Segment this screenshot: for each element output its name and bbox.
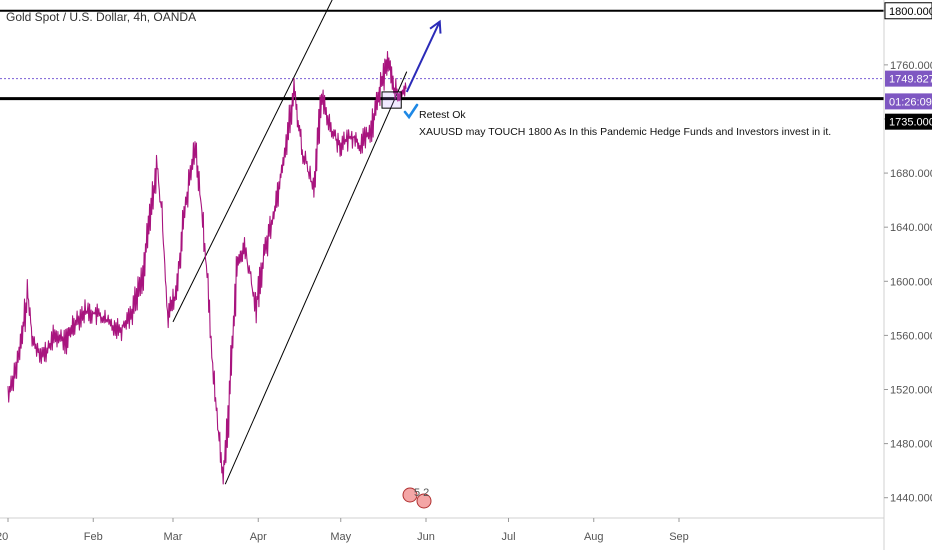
x-tick-label: Jul: [501, 531, 515, 543]
flag-event-icon: [402, 487, 418, 503]
target-arrow-head: [429, 19, 442, 34]
x-tick-label: Apr: [250, 531, 267, 543]
x-tick-label: May: [330, 531, 351, 543]
y-tick-label: 1760.000: [890, 60, 932, 72]
y-tick-label: 1560.000: [890, 330, 932, 342]
horizontal-lines[interactable]: [0, 9, 884, 101]
check-icon: [403, 103, 419, 120]
price-series: [7, 50, 407, 485]
x-tick-label: Aug: [584, 531, 604, 543]
price-label: 1800.000: [889, 6, 932, 18]
channel-line-upper: [172, 0, 333, 323]
x-tick-label: Sep: [669, 531, 689, 543]
x-tick-label: Mar: [164, 531, 183, 543]
y-tick-label: 1520.000: [890, 385, 932, 397]
y-tick-label: 1640.000: [890, 222, 932, 234]
x-tick-label: Feb: [84, 531, 103, 543]
price-label-box: [885, 70, 932, 87]
x-tick-label: Jun: [417, 531, 435, 543]
price-label-box: [885, 113, 932, 130]
y-tick-label: 1480.000: [890, 439, 932, 451]
y-tick-label: 1680.000: [890, 168, 932, 180]
trend-channel[interactable]: [172, 0, 408, 485]
channel-line-lower: [224, 71, 408, 485]
target-arrow: [405, 21, 441, 93]
price-label: 1749.827: [889, 74, 932, 86]
price-series-layer: [7, 50, 407, 485]
annotations-layer[interactable]: Retest Ok XAUUSD may TOUCH 1800 As In thi…: [381, 19, 831, 509]
price-label-box: [885, 93, 932, 110]
price-label: 1735.000: [889, 117, 932, 129]
price-label: 01:26:09: [889, 96, 932, 108]
retest-note: Retest Ok: [419, 109, 466, 121]
forecast-note: XAUUSD may TOUCH 1800 As In this Pandemi…: [419, 126, 831, 138]
x-tick-label: 2020: [0, 531, 8, 543]
y-tick-label: 1440.000: [890, 493, 932, 505]
price-label-box: [884, 2, 932, 20]
retest-box: [381, 91, 402, 109]
y-tick-label: 1600.000: [890, 276, 932, 288]
flag-event-icon: [416, 493, 432, 509]
chart-title: Gold Spot / U.S. Dollar, 4h, OANDA: [6, 10, 196, 24]
events-badge: 5 2: [414, 487, 429, 499]
